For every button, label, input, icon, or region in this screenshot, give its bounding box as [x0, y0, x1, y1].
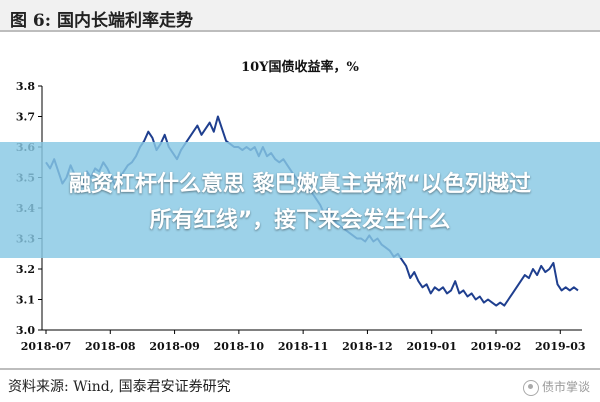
source-text: 资料来源: Wind, 国泰君安证券研究 — [8, 379, 231, 395]
watermark-text: 债市掌谈 — [541, 380, 590, 394]
x-tick-label: 2018-08 — [85, 340, 136, 353]
y-tick-label: 3.1 — [16, 294, 35, 307]
x-tick-label: 2019-01 — [406, 340, 457, 353]
y-tick-label: 3.8 — [16, 80, 35, 93]
chart-title: 10Y国债收益率，% — [241, 59, 359, 75]
x-tick-label: 2019-02 — [471, 340, 522, 353]
wechat-account-icon — [522, 379, 539, 396]
source-footer: 资料来源: Wind, 国泰君安证券研究 债市掌谈 — [0, 368, 600, 402]
figure-header-bar: 图 6: 国内长端利率走势 — [0, 0, 600, 32]
x-axis-ticks: 2018-07 2018-08 2018-09 2018-10 2018-11 2018-… — [21, 330, 586, 353]
y-tick-label: 3.7 — [16, 111, 35, 124]
x-tick-label: 2018-07 — [21, 340, 72, 353]
y-tick-label: 3.0 — [16, 324, 35, 337]
watermark: 债市掌谈 — [522, 378, 590, 396]
x-tick-label: 2018-11 — [278, 340, 329, 353]
y-tick-label: 3.2 — [16, 263, 35, 276]
x-tick-label: 2018-09 — [149, 340, 200, 353]
x-tick-label: 2018-10 — [214, 340, 265, 353]
headline-overlay-banner[interactable]: 融资杠杆什么意思 黎巴嫩真主党称“以色列越过 所有红线”，接下来会发生什么 — [0, 142, 600, 258]
x-tick-label: 2019-03 — [535, 340, 586, 353]
figure-header-title: 图 6: 国内长端利率走势 — [10, 11, 193, 31]
x-tick-label: 2018-12 — [342, 340, 393, 353]
headline-line-2[interactable]: 所有红线”，接下来会发生什么 — [149, 208, 451, 233]
headline-line-1[interactable]: 融资杠杆什么意思 黎巴嫩真主党称“以色列越过 — [68, 172, 532, 197]
